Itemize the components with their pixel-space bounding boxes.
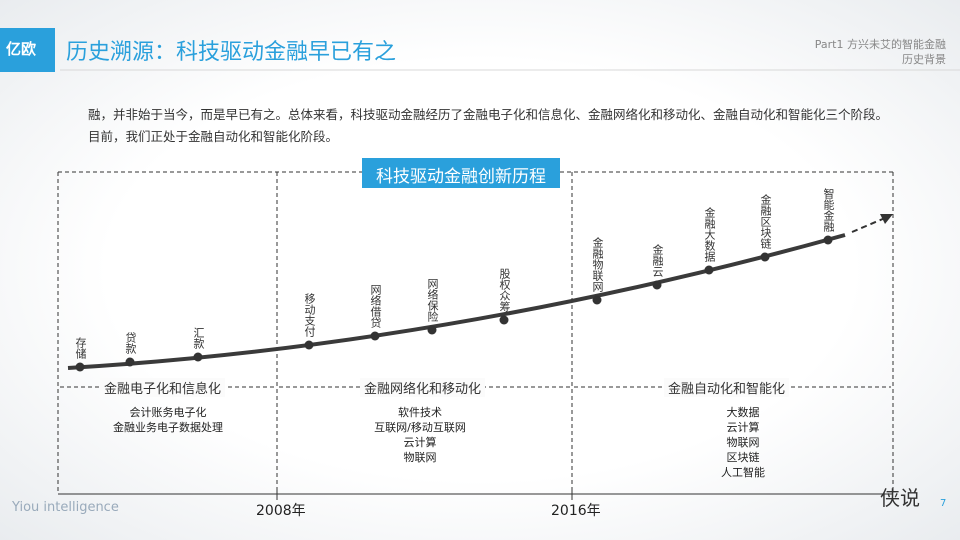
milestone-label: 贷款 <box>124 332 137 354</box>
item: 区块链 <box>726 451 760 464</box>
year-label: 2008年 <box>256 503 306 519</box>
milestone-dot <box>499 315 509 325</box>
part-label: Part1 方兴未艾的智能金融 <box>814 38 946 51</box>
milestone-dot <box>125 357 135 367</box>
phase-frame <box>57 171 894 494</box>
milestone-label: 网络借贷 <box>369 284 382 328</box>
item: 云计算 <box>403 436 437 449</box>
item: 物联网 <box>403 451 437 464</box>
milestone-dot <box>370 331 380 341</box>
milestone-dot <box>704 265 714 275</box>
page-number: 7 <box>940 498 947 509</box>
milestone-dot <box>304 340 314 350</box>
diagram-title-box <box>362 158 560 188</box>
milestone-label: 金融云 <box>651 244 664 277</box>
title: 历史溯源：科技驱动金融早已有之 <box>66 40 397 65</box>
phase-items: 大数据 云计算 物联网 区块链 人工智能 <box>688 405 798 480</box>
item: 互联网/移动互联网 <box>374 421 466 434</box>
diagram-title: 科技驱动金融创新历程 <box>376 167 546 187</box>
year-label: 2016年 <box>551 503 601 519</box>
milestone-label: 股权众筹 <box>498 268 511 312</box>
item: 云计算 <box>726 421 760 434</box>
phase-name: 金融电子化和信息化 <box>100 378 226 397</box>
milestone-dot <box>652 280 662 290</box>
item: 金融业务电子数据处理 <box>113 421 223 434</box>
milestone-label: 网络保险 <box>426 278 439 322</box>
watermark: 侠说 <box>880 486 920 510</box>
footer-brand: Yiou intelligence <box>12 500 119 515</box>
intro-text: 融，并非始于当今，而是早已有之。总体来看，科技驱动金融经历了金融电子化和信息化、… <box>88 107 889 144</box>
milestone-label: 智能金融 <box>822 188 835 232</box>
milestone-label: 移动支付 <box>303 293 316 337</box>
logo-badge <box>0 28 55 72</box>
section-label: 历史背景 <box>902 53 946 66</box>
arrow-head <box>880 214 893 224</box>
item: 物联网 <box>726 436 760 449</box>
item: 软件技术 <box>398 406 442 419</box>
phase-items: 会计账务电子化 金融业务电子数据处理 <box>98 405 238 435</box>
milestone-label: 金融物联网 <box>591 237 604 292</box>
milestone-dot <box>75 362 85 372</box>
curve-arrow <box>851 217 886 233</box>
item: 大数据 <box>726 406 760 419</box>
milestone-label: 金融大数据 <box>703 207 716 262</box>
item: 人工智能 <box>721 466 765 479</box>
logo: 亿欧 <box>6 40 37 58</box>
milestone-label: 汇款 <box>192 327 205 349</box>
milestone-label: 金融区块链 <box>759 194 772 249</box>
milestone-dot <box>823 235 833 245</box>
phase-name: 金融自动化和智能化 <box>664 378 790 397</box>
phase-name: 金融网络化和移动化 <box>360 378 486 397</box>
milestone-label: 存储 <box>74 337 87 359</box>
milestone-dot <box>427 325 437 335</box>
milestone-dot <box>760 252 770 262</box>
milestone-dots <box>75 235 833 372</box>
item: 会计账务电子化 <box>129 406 207 419</box>
milestone-dot <box>592 295 602 305</box>
growth-curve <box>67 233 846 370</box>
milestone-dot <box>193 352 203 362</box>
phase-items: 软件技术 互联网/移动互联网 云计算 物联网 <box>350 405 490 465</box>
